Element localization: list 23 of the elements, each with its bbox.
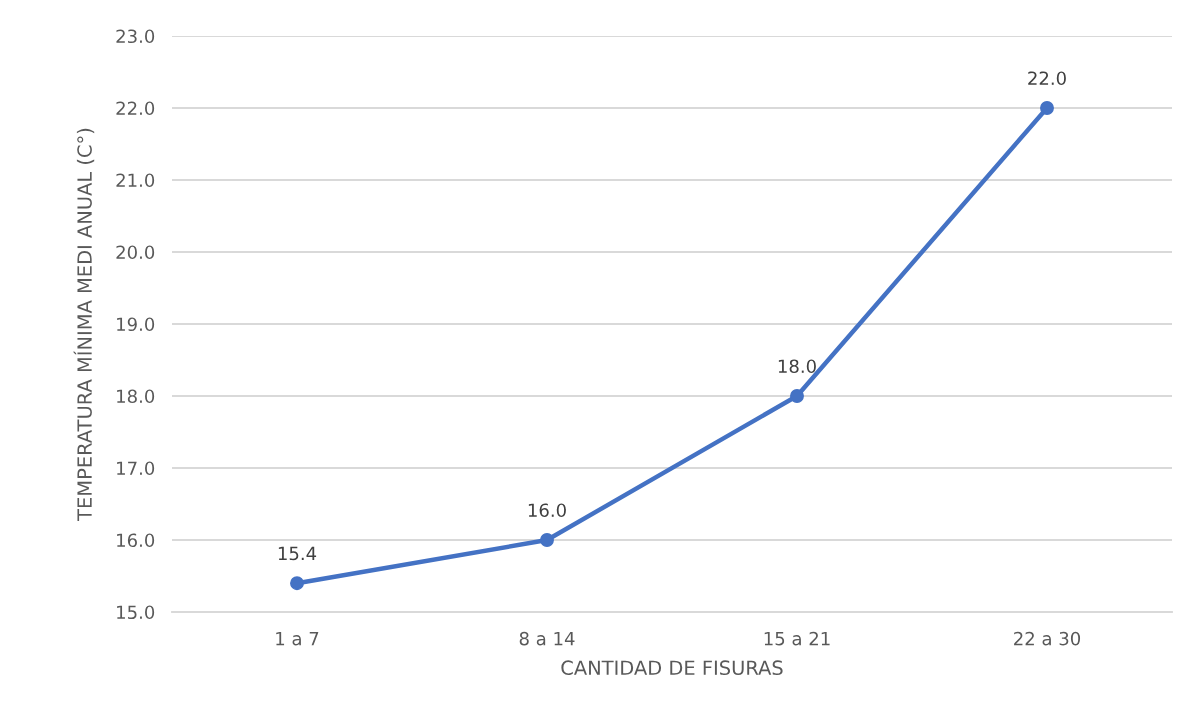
- x-tick-label: 22 a 30: [1014, 631, 1081, 646]
- y-tick-label: 22.0: [116, 101, 155, 116]
- data-label: 15.4: [278, 546, 317, 561]
- point: [790, 389, 804, 403]
- y-tick-label: 17.0: [117, 461, 155, 476]
- x-tick-label: 15 a 21: [764, 631, 830, 646]
- point: [540, 533, 554, 547]
- x-axis-title: CANTIDAD DE FISURAS: [561, 660, 783, 676]
- y-tick-label: 16.0: [117, 533, 155, 548]
- y-tick-label: 19.0: [117, 317, 155, 332]
- y-tick-label: 15.0: [117, 605, 155, 620]
- point: [1040, 101, 1054, 115]
- data-label: 22.0: [1028, 71, 1066, 86]
- y-tick-label: 21.0: [116, 173, 155, 188]
- y-tick-label: 20.0: [116, 245, 155, 260]
- y-tick-label: 18.0: [117, 389, 155, 404]
- data-label: 18.0: [778, 359, 816, 374]
- x-tick-label: 1 a 7: [276, 632, 319, 646]
- point: [290, 576, 304, 591]
- y-tick-label: 23.0: [116, 29, 155, 44]
- data-label: 16.0: [528, 503, 566, 518]
- y-axis-title: TEMPERATURA MÍNIMA MEDI ANUAL (C°): [73, 128, 95, 521]
- x-tick-label: 8 a 14: [519, 631, 575, 646]
